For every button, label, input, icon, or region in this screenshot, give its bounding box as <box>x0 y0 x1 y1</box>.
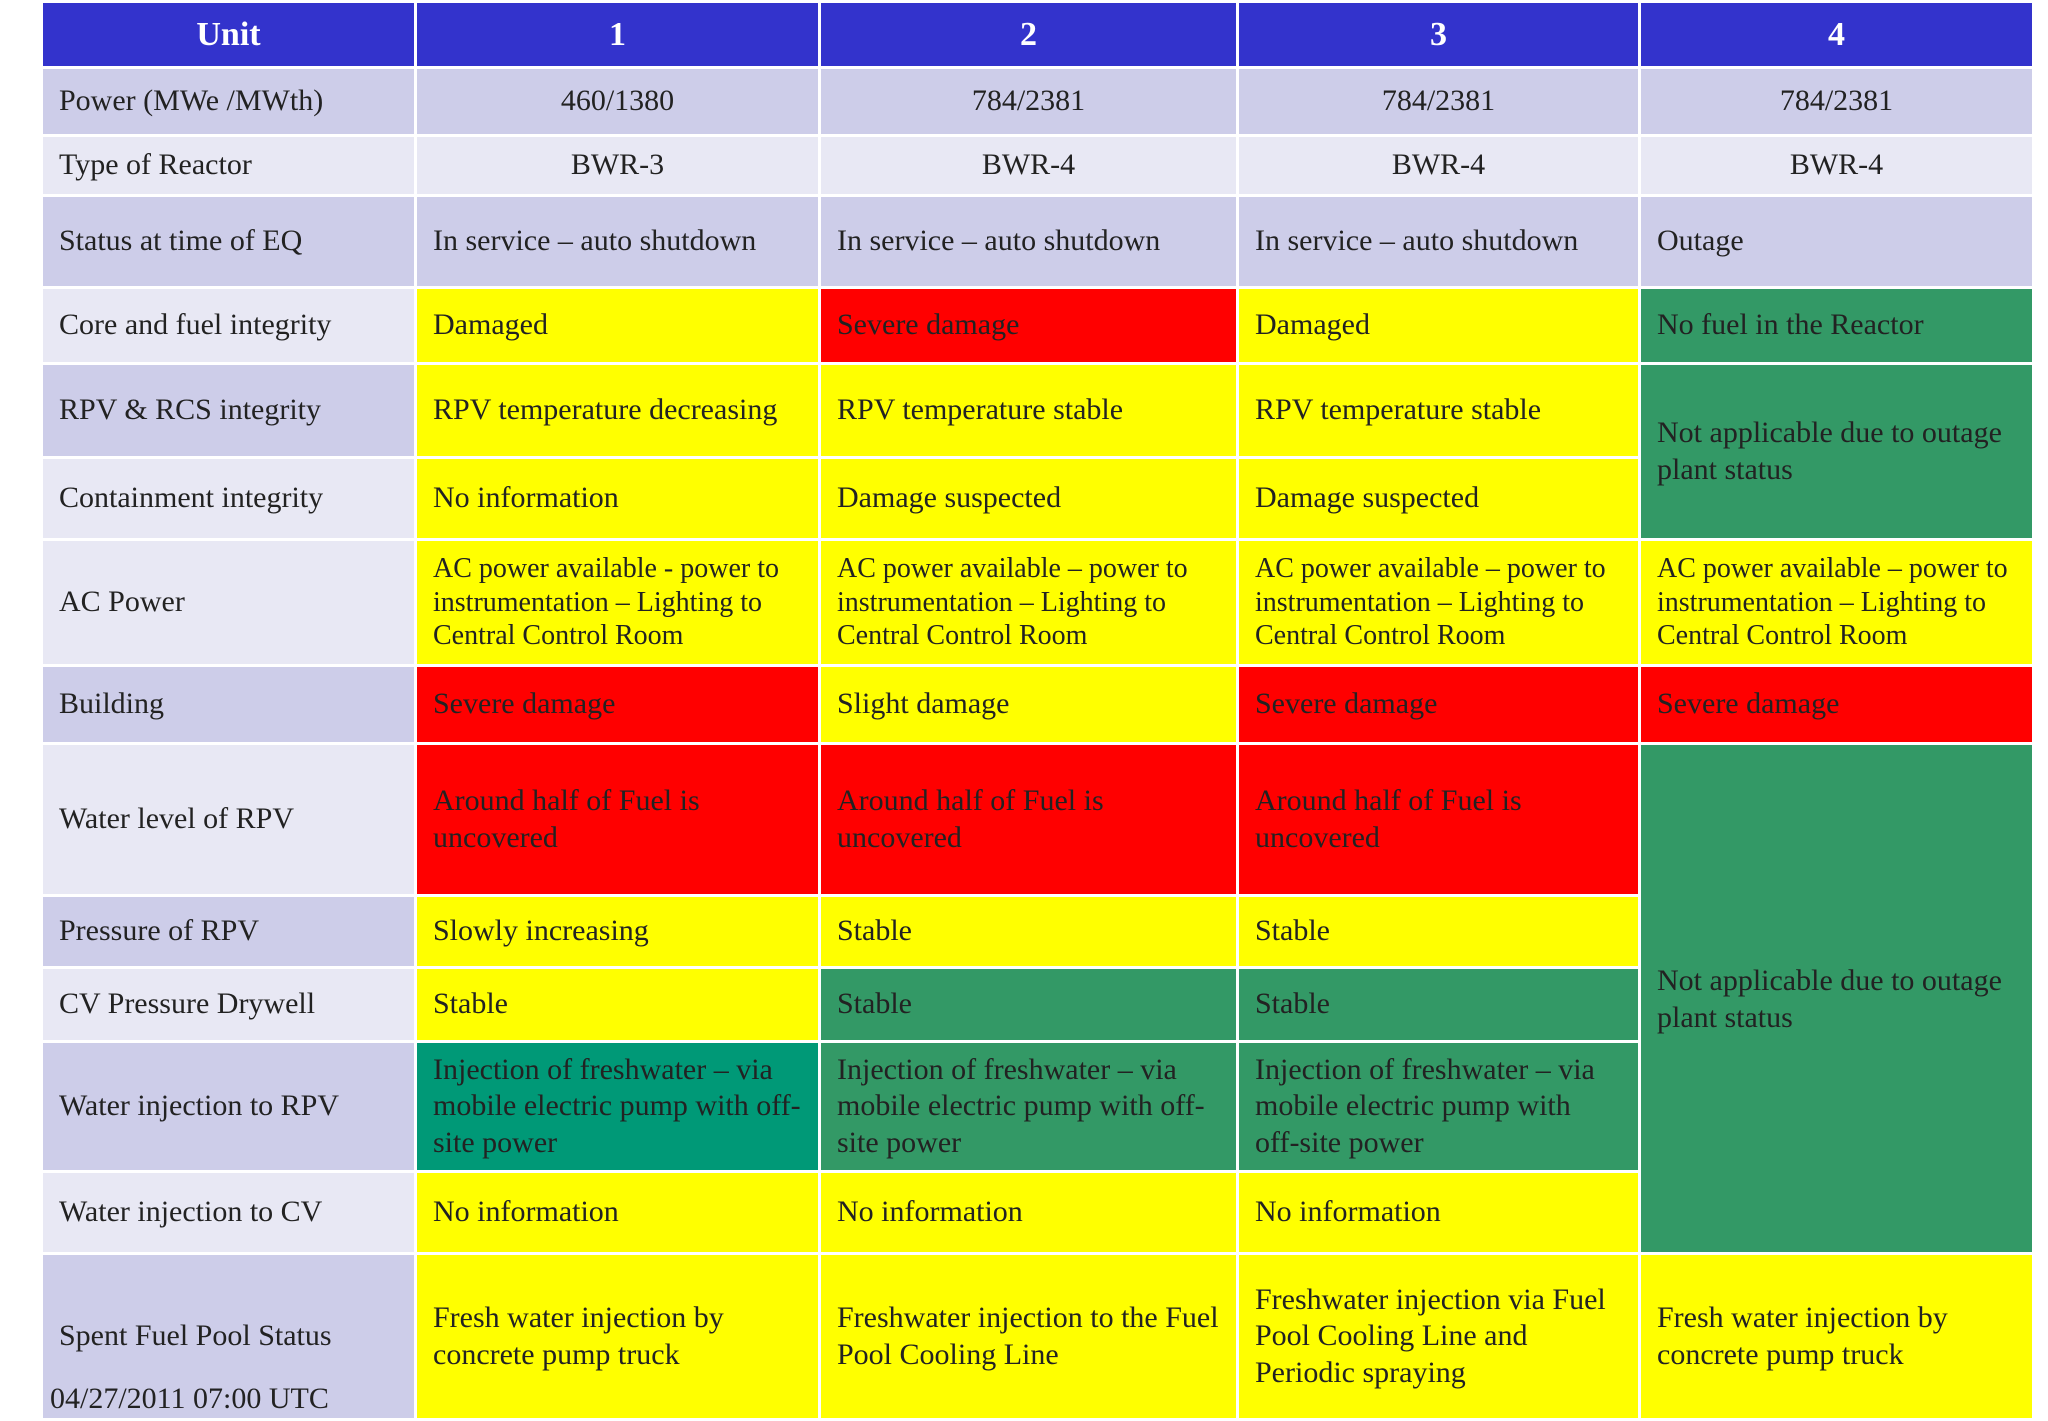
row-ac-power: AC Power AC power available - power to i… <box>40 538 2035 667</box>
cell-containment-u1: No information <box>414 456 821 541</box>
cell-water-level-u1: Around half of Fuel is uncovered <box>414 742 821 897</box>
cell-status-eq-u4: Outage <box>1638 194 2035 289</box>
cell-reactor-type-u4: BWR-4 <box>1638 134 2035 197</box>
cell-containment-u3: Damage suspected <box>1236 456 1641 541</box>
cell-ac-power-u1: AC power available - power to instrument… <box>414 538 821 667</box>
row-label-water-inj-rpv: Water injection to RPV <box>40 1040 417 1173</box>
row-label-reactor-type: Type of Reactor <box>40 134 417 197</box>
cell-rpv-rcs-u3: RPV temperature stable <box>1236 362 1641 459</box>
row-label-rpv-rcs: RPV & RCS integrity <box>40 362 417 459</box>
row-water-inj-cv: Water injection to CV No information No … <box>40 1170 2034 1255</box>
cell-spent-fuel-u1: Fresh water injection by concrete pump t… <box>414 1252 821 1421</box>
row-reactor-type: Type of Reactor BWR-3 BWR-4 BWR-4 BWR-4 <box>40 134 2035 197</box>
cell-core-fuel-u3: Damaged <box>1236 286 1641 365</box>
row-label-water-inj-cv: Water injection to CV <box>40 1170 417 1255</box>
row-power: Power (MWe /MWth) 460/1380 784/2381 784/… <box>40 66 2035 137</box>
header-row: Unit 1 2 3 4 <box>40 0 2035 69</box>
cell-building-u3: Severe damage <box>1236 664 1641 745</box>
row-label-power: Power (MWe /MWth) <box>40 66 417 137</box>
row-spent-fuel: Spent Fuel Pool Status Fresh water injec… <box>40 1252 2035 1421</box>
row-rpv-rcs: RPV & RCS integrity RPV temperature decr… <box>40 362 2035 541</box>
row-label-water-level: Water level of RPV <box>40 742 417 897</box>
cell-core-fuel-u4: No fuel in the Reactor <box>1638 286 2035 365</box>
cell-ac-power-u4: AC power available – power to instrument… <box>1638 538 2035 667</box>
row-label-cv-pressure: CV Pressure Drywell <box>40 966 417 1043</box>
row-label-status-eq: Status at time of EQ <box>40 194 417 289</box>
cell-status-eq-u2: In service – auto shutdown <box>818 194 1239 289</box>
cell-water-inj-cv-u2: No information <box>818 1170 1239 1255</box>
row-label-ac-power: AC Power <box>40 538 417 667</box>
row-label-spent-fuel: Spent Fuel Pool Status <box>40 1252 417 1421</box>
cell-water-level-u3: Around half of Fuel is uncovered <box>1236 742 1641 897</box>
cell-water-inj-cv-u3: No information <box>1236 1170 1641 1255</box>
row-containment: Containment integrity No information Dam… <box>40 456 2034 541</box>
cell-power-u3: 784/2381 <box>1236 66 1641 137</box>
cell-cv-pressure-u1: Stable <box>414 966 821 1043</box>
cell-reactor-type-u2: BWR-4 <box>818 134 1239 197</box>
cell-water-level-u2: Around half of Fuel is uncovered <box>818 742 1239 897</box>
row-label-building: Building <box>40 664 417 745</box>
row-label-containment: Containment integrity <box>40 456 417 541</box>
row-label-pressure-rpv: Pressure of RPV <box>40 894 417 969</box>
cell-reactor-type-u3: BWR-4 <box>1236 134 1641 197</box>
cell-building-u2: Slight damage <box>818 664 1239 745</box>
cell-cv-pressure-u3: Stable <box>1236 966 1641 1043</box>
cell-spent-fuel-u2: Freshwater injection to the Fuel Pool Co… <box>818 1252 1239 1421</box>
cell-spent-fuel-u4: Fresh water injection by concrete pump t… <box>1638 1252 2035 1421</box>
cell-ac-power-u3: AC power available – power to instrument… <box>1236 538 1641 667</box>
date-stamp: 04/27/2011 07:00 UTC <box>50 1382 329 1415</box>
cell-water-inj-cv-u1: No information <box>414 1170 821 1255</box>
header-unit-4: 4 <box>1638 0 2035 69</box>
cell-pressure-rpv-u1: Slowly increasing <box>414 894 821 969</box>
row-building: Building Severe damage Slight damage Sev… <box>40 664 2035 745</box>
cell-water-inj-rpv-u3: Injection of freshwater – via mobile ele… <box>1236 1040 1641 1173</box>
cell-power-u4: 784/2381 <box>1638 66 2035 137</box>
cell-core-fuel-u1: Damaged <box>414 286 821 365</box>
cell-pressure-rpv-u3: Stable <box>1236 894 1641 969</box>
cell-building-u1: Severe damage <box>414 664 821 745</box>
row-cv-pressure: CV Pressure Drywell Stable Stable Stable <box>40 966 2034 1043</box>
row-label-core-fuel: Core and fuel integrity <box>40 286 417 365</box>
row-core-fuel: Core and fuel integrity Damaged Severe d… <box>40 286 2035 365</box>
cell-pressure-rpv-u2: Stable <box>818 894 1239 969</box>
unit-status-table: Unit 1 2 3 4 Power (MWe /MWth) 460/1380 … <box>40 0 2035 1421</box>
cell-building-u4: Severe damage <box>1638 664 2035 745</box>
header-unit-2: 2 <box>818 0 1239 69</box>
header-unit-1: 1 <box>414 0 821 69</box>
cell-core-fuel-u2: Severe damage <box>818 286 1239 365</box>
cell-rpv-rcs-u1: RPV temperature decreasing <box>414 362 821 459</box>
cell-water-level-to-cv-u4: Not applicable due to outage plant statu… <box>1638 742 2035 1255</box>
cell-power-u1: 460/1380 <box>414 66 821 137</box>
cell-reactor-type-u1: BWR-3 <box>414 134 821 197</box>
cell-power-u2: 784/2381 <box>818 66 1239 137</box>
cell-water-inj-rpv-u2: Injection of freshwater – via mobile ele… <box>818 1040 1239 1173</box>
cell-water-inj-rpv-u1: Injection of freshwater – via mobile ele… <box>414 1040 821 1173</box>
cell-containment-u2: Damage suspected <box>818 456 1239 541</box>
header-unit: Unit <box>40 0 417 69</box>
cell-spent-fuel-u3: Freshwater injection via Fuel Pool Cooli… <box>1236 1252 1641 1421</box>
row-status-eq: Status at time of EQ In service – auto s… <box>40 194 2035 289</box>
cell-ac-power-u2: AC power available – power to instrument… <box>818 538 1239 667</box>
cell-rpv-containment-u4: Not applicable due to outage plant statu… <box>1638 362 2035 541</box>
cell-status-eq-u3: In service – auto shutdown <box>1236 194 1641 289</box>
row-water-inj-rpv: Water injection to RPV Injection of fres… <box>40 1040 2034 1173</box>
cell-cv-pressure-u2: Stable <box>818 966 1239 1043</box>
cell-status-eq-u1: In service – auto shutdown <box>414 194 821 289</box>
cell-rpv-rcs-u2: RPV temperature stable <box>818 362 1239 459</box>
row-water-level: Water level of RPV Around half of Fuel i… <box>40 742 2035 1255</box>
row-pressure-rpv: Pressure of RPV Slowly increasing Stable… <box>40 894 2034 969</box>
header-unit-3: 3 <box>1236 0 1641 69</box>
